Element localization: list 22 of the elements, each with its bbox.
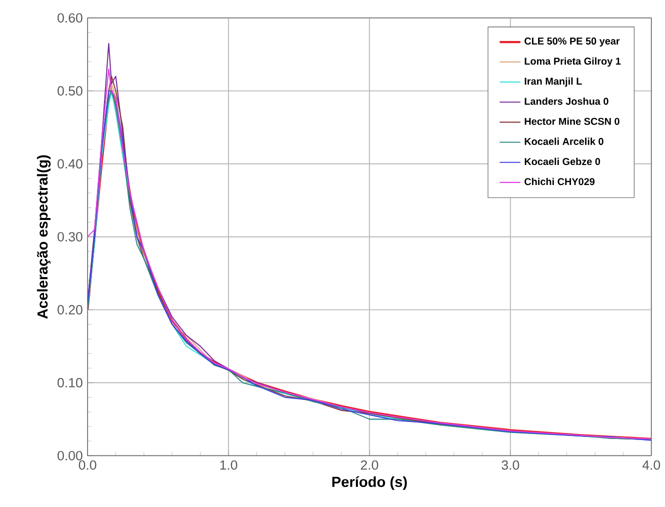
x-tick-label: 4.0	[642, 460, 660, 470]
legend-label: Chichi CHY029	[524, 178, 595, 185]
legend-label: Hector Mine SCSN 0	[524, 117, 620, 125]
y-tick-label: 0.20	[58, 304, 82, 314]
x-tick-label: 2.0	[360, 460, 378, 470]
y-tick-label: 0.30	[58, 232, 82, 242]
legend-label: Loma Prieta Gilroy 1	[524, 57, 621, 66]
legend-label: Kocaeli Gebze 0	[524, 158, 600, 165]
x-tick-label: 3.0	[502, 460, 520, 470]
y-tick-label: 0.50	[58, 86, 82, 96]
x-axis-title: Período (s)	[332, 476, 407, 490]
y-tick-label: 0.00	[58, 450, 82, 460]
legend-label: Iran Manjil L	[524, 77, 582, 87]
legend-label: Kocaeli Arcelik 0	[524, 137, 604, 145]
y-tick-label: 0.10	[58, 378, 82, 388]
y-tick-label: 0.60	[58, 13, 82, 22]
y-tick-label: 0.40	[58, 158, 82, 168]
legend-label: Landers Joshua 0	[524, 97, 608, 105]
y-axis-title: Aceleração espectral(g)	[36, 155, 51, 319]
x-tick-label: 0.0	[78, 460, 96, 470]
x-tick-label: 1.0	[220, 460, 238, 470]
legend-label: CLE 50% PE 50 year	[524, 37, 620, 46]
